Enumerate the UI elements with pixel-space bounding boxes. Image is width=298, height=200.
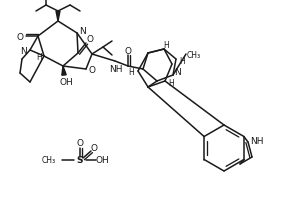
Text: O: O: [91, 144, 97, 153]
Text: NH: NH: [109, 65, 123, 74]
Polygon shape: [56, 12, 60, 22]
Text: N: N: [79, 27, 85, 36]
Text: N: N: [20, 46, 27, 55]
Text: H: H: [179, 56, 185, 65]
Text: O: O: [77, 139, 83, 148]
Text: O: O: [86, 35, 94, 44]
Text: O: O: [16, 32, 24, 41]
Text: S: S: [77, 156, 83, 165]
Text: OH: OH: [95, 156, 109, 165]
Text: H: H: [163, 40, 169, 49]
Text: H: H: [168, 79, 174, 88]
Text: H: H: [128, 68, 134, 77]
Text: CH₃: CH₃: [187, 50, 201, 59]
Text: CH₃: CH₃: [42, 156, 56, 165]
Polygon shape: [62, 67, 66, 76]
Text: OH: OH: [59, 78, 73, 87]
Text: O: O: [125, 46, 131, 55]
Text: N: N: [174, 68, 180, 77]
Text: H: H: [36, 53, 42, 62]
Text: NH: NH: [250, 137, 264, 146]
Text: O: O: [89, 66, 95, 75]
